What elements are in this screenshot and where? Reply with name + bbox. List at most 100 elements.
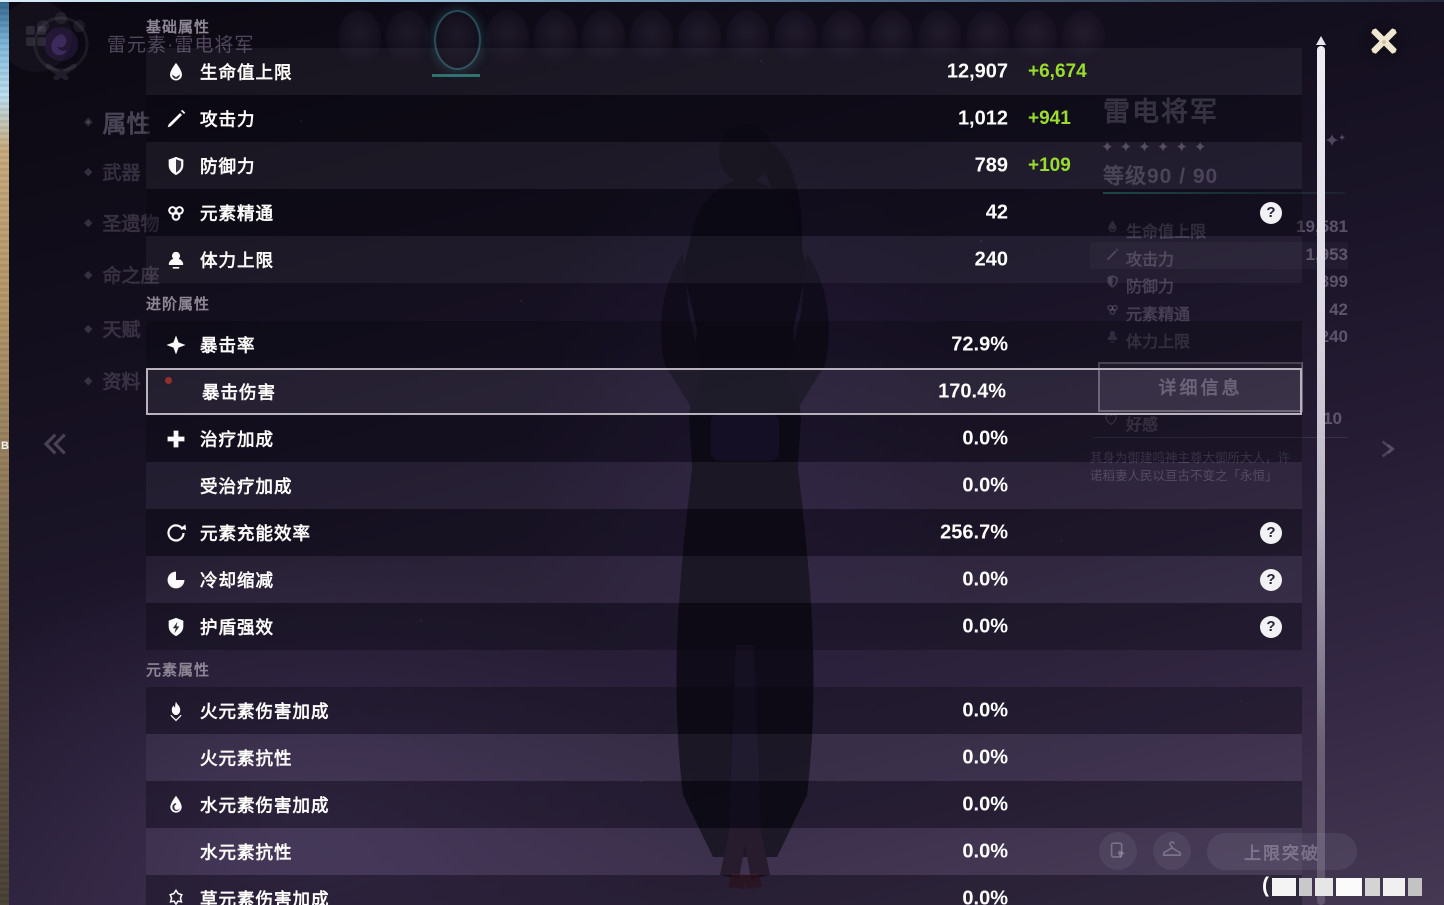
def-icon: [1105, 274, 1120, 289]
character-avatar[interactable]: [1062, 10, 1105, 66]
attribute-label: 火元素抗性: [200, 748, 293, 768]
help-icon[interactable]: ?: [1260, 521, 1282, 544]
hp-icon: [165, 61, 187, 83]
character-avatar[interactable]: [966, 10, 1009, 66]
attribute-row[interactable]: 攻击力 1,012 +941: [146, 95, 1302, 142]
sidebar-item-2[interactable]: ◆ 武器: [84, 158, 140, 185]
diamond-bullet-icon: ◆: [84, 217, 93, 229]
character-avatar[interactable]: [678, 10, 721, 66]
section-title: 进阶属性: [146, 296, 211, 313]
scrollbar-arrow-icon[interactable]: [1316, 36, 1326, 45]
star-icon: ✦: [1101, 139, 1114, 156]
outfit-card-button[interactable]: [1099, 832, 1137, 870]
attribute-value: 0.0%: [962, 427, 1008, 449]
sidebar-item-1[interactable]: ◈ 属性: [84, 104, 150, 139]
mosaic-block: [1315, 878, 1333, 896]
attribute-value: 72.9%: [951, 333, 1008, 355]
attribute-label: 防御力: [200, 156, 256, 176]
help-icon[interactable]: ?: [1260, 568, 1282, 591]
scrollbar-thumb[interactable]: [1317, 46, 1325, 905]
attribute-row[interactable]: 元素充能效率 256.7%?: [146, 509, 1302, 556]
sidebar-item-3[interactable]: ◆ 圣遗物: [84, 209, 159, 236]
diamond-bullet-icon: ◆: [84, 375, 93, 387]
character-avatar[interactable]: [338, 10, 381, 66]
attribute-row[interactable]: 护盾强效 0.0%?: [146, 603, 1302, 650]
healing-icon: [165, 428, 187, 450]
attribute-row[interactable]: 体力上限 240: [146, 236, 1302, 283]
attribute-value: 1,012: [957, 107, 1008, 129]
attribute-label: 水元素抗性: [200, 842, 293, 862]
forward-chevron-icon[interactable]: [1374, 436, 1400, 462]
attribute-label: 元素充能效率: [200, 523, 311, 543]
character-avatar[interactable]: [432, 10, 481, 77]
party-setup-button[interactable]: [0, 0, 72, 72]
attribute-row[interactable]: 暴击率 72.9%: [146, 321, 1302, 368]
character-art: [661, 123, 829, 889]
attribute-row[interactable]: 治疗加成 0.0%: [146, 415, 1302, 462]
panel-stat-label: 体力上限: [1126, 334, 1191, 351]
party-avatar-row: [338, 10, 1105, 77]
attribute-row[interactable]: 水元素伤害加成 0.0%: [146, 781, 1302, 828]
attribute-row[interactable]: 受治疗加成 0.0%: [146, 462, 1302, 509]
sidebar-item-4[interactable]: ◆ 命之座: [84, 261, 159, 288]
attribute-label: 护盾强效: [200, 617, 274, 637]
friendship-row: 好感 10: [1090, 407, 1348, 435]
attribute-row[interactable]: 火元素抗性 0.0%: [146, 734, 1302, 781]
sidebar-item-6[interactable]: ◆ 资料: [84, 367, 140, 394]
character-avatar[interactable]: [534, 10, 577, 66]
character-avatar[interactable]: [822, 10, 865, 66]
panel-stat-label: 防御力: [1126, 279, 1175, 296]
uid-area: (: [1262, 875, 1422, 896]
character-avatar[interactable]: [918, 10, 961, 66]
attribute-row[interactable]: 冷却缩减 0.0%?: [146, 556, 1302, 603]
attribute-label: 冷却缩减: [200, 570, 274, 590]
character-avatar[interactable]: [774, 10, 817, 66]
attribute-value: 0.0%: [962, 840, 1008, 862]
censored-uid: [1272, 878, 1422, 896]
sidebar-item-label: 圣遗物: [102, 214, 160, 235]
back-chevron-icon[interactable]: [38, 428, 70, 460]
attribute-row[interactable]: 水元素抗性 0.0%: [146, 828, 1302, 875]
sidebar-item-label: 属性: [102, 111, 151, 138]
detail-info-button[interactable]: 详细信息: [1098, 362, 1303, 412]
character-avatar[interactable]: [386, 10, 429, 66]
attribute-value: 0.0%: [962, 474, 1008, 496]
friendship-value: 10: [1323, 409, 1342, 428]
limit-break-button[interactable]: 上限突破: [1207, 833, 1357, 870]
close-button[interactable]: [1354, 12, 1414, 72]
panel-divider: [1093, 437, 1348, 438]
attribute-value: 0.0%: [962, 699, 1008, 721]
element-character-label: 雷元素·雷电将军: [107, 35, 255, 56]
em-icon: [1105, 302, 1120, 317]
cooldown-icon: [165, 569, 187, 591]
character-avatar[interactable]: [582, 10, 625, 66]
dressing-room-button[interactable]: [1153, 832, 1191, 870]
atk-icon: [165, 108, 187, 130]
character-avatar[interactable]: [486, 10, 529, 66]
scrollbar[interactable]: [1316, 36, 1326, 905]
diamond-bullet-icon: ◆: [84, 269, 93, 281]
help-icon[interactable]: ?: [1260, 201, 1282, 224]
attribute-row[interactable]: 防御力 789 +109: [146, 142, 1302, 189]
character-avatar[interactable]: [870, 10, 913, 66]
window-top-edge: [0, 0, 1444, 2]
character-avatar[interactable]: [726, 10, 769, 66]
panel-stat-row: 元素精通 42: [1090, 297, 1348, 325]
attribute-value: 12,907: [946, 60, 1008, 82]
character-avatar[interactable]: [630, 10, 673, 66]
stamina-icon: [165, 249, 187, 271]
character-avatar[interactable]: [1014, 10, 1057, 66]
attribute-label: 治疗加成: [200, 429, 274, 449]
attribute-row[interactable]: 暴击伤害 170.4%: [146, 368, 1302, 415]
attribute-row[interactable]: 元素精通 42?: [146, 189, 1302, 236]
help-icon[interactable]: ?: [1260, 615, 1282, 638]
attribute-value: 0.0%: [962, 793, 1008, 815]
character-level: 等级90 / 90: [1103, 165, 1219, 188]
character-description: 其身为御建鸣神主尊大御所大人，许 诺稻妻人民以亘古不变之「永恒」: [1090, 450, 1362, 485]
attribute-row[interactable]: 草元素伤害加成 0.0%: [146, 875, 1302, 905]
sidebar-item-5[interactable]: ◆ 天赋: [84, 315, 140, 342]
description-line: 其身为御建鸣神主尊大御所大人，许: [1090, 451, 1291, 465]
attribute-row[interactable]: 生命值上限 12,907 +6,674: [146, 48, 1302, 95]
attribute-row[interactable]: 火元素伤害加成 0.0%: [146, 687, 1302, 734]
panel-stat-value: 42: [1329, 299, 1348, 319]
